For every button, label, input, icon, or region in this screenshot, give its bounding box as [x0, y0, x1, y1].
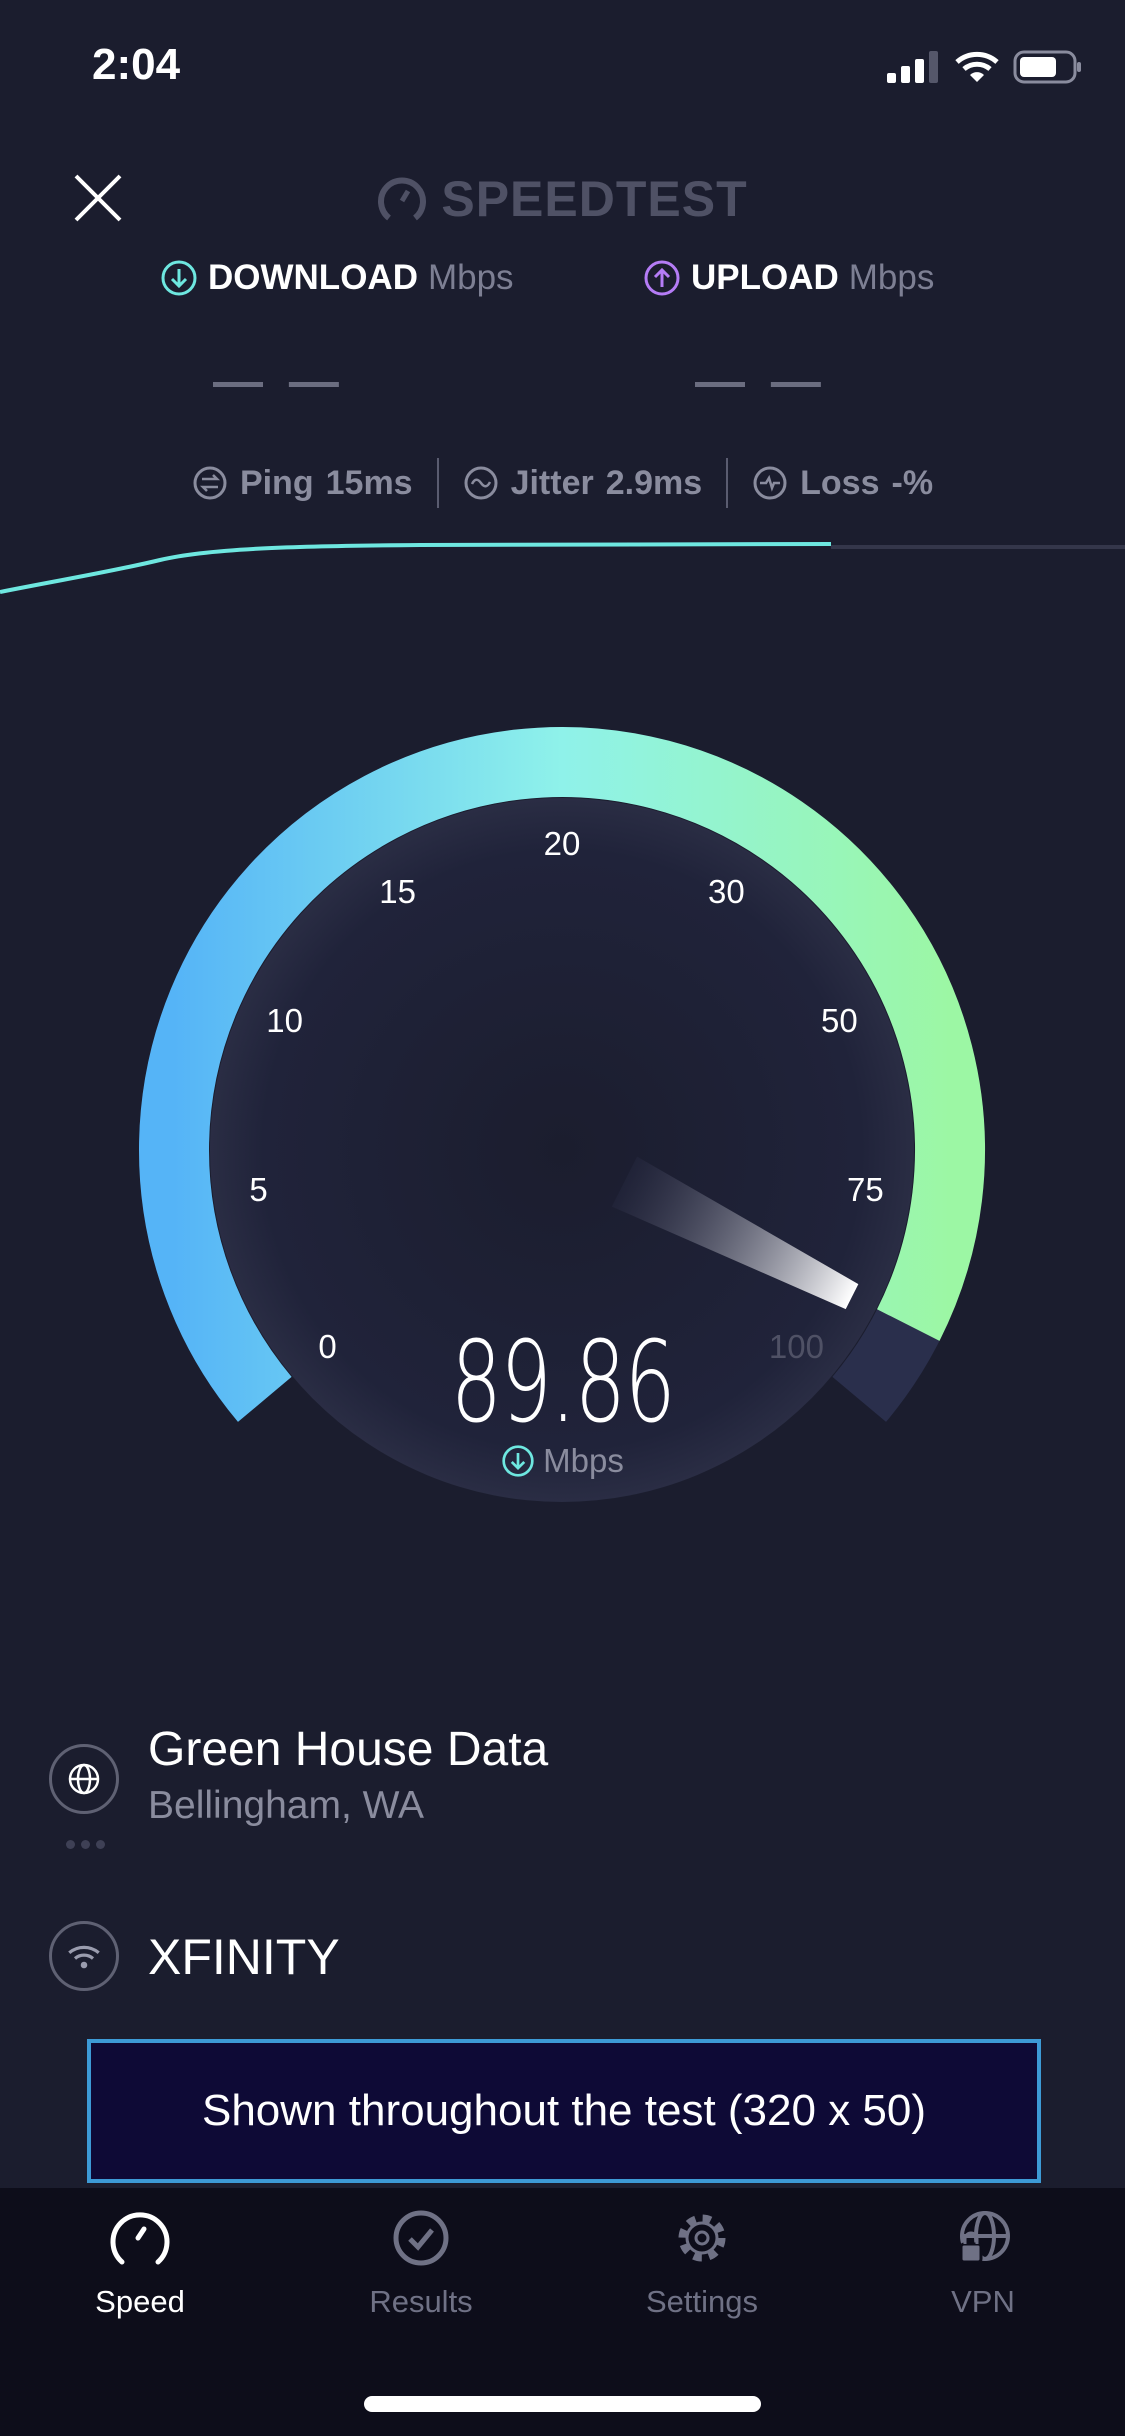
ping-metric: Ping 15ms — [168, 464, 437, 503]
tab-bar — [0, 2188, 1125, 2436]
jitter-metric: Jitter 2.9ms — [439, 464, 727, 503]
ad-banner[interactable]: Shown throughout the test (320 x 50) — [87, 2039, 1041, 2183]
gauge-tick-label: 5 — [249, 1170, 268, 1208]
download-value: — — — [213, 353, 345, 409]
gauge-fill — [139, 727, 985, 1422]
wifi-icon — [68, 1945, 100, 1969]
upload-label: UPLOAD Mbps — [643, 258, 934, 298]
speed-value: 89.86 — [450, 1318, 676, 1448]
provider-icon — [49, 1921, 119, 1991]
globe-lock-icon — [959, 2211, 1010, 2264]
download-label: DOWNLOAD Mbps — [160, 258, 514, 298]
check-circle-icon — [393, 2210, 449, 2266]
divider — [726, 458, 729, 508]
gauge-tick-label: 0 — [318, 1327, 337, 1365]
upload-icon — [644, 260, 680, 296]
more-dots-icon — [66, 1840, 105, 1849]
gauge-tick-label: 15 — [379, 872, 416, 910]
status-time: 2:04 — [92, 40, 181, 89]
speed-graph — [0, 542, 1125, 594]
gauge-tick-label: 30 — [708, 872, 745, 910]
jitter-icon — [464, 466, 498, 500]
divider — [436, 458, 439, 508]
gauge-tick-label: 50 — [820, 1001, 858, 1039]
speed-unit: Mbps — [0, 1442, 1125, 1480]
metrics-row: Ping 15ms Jitter 2.9ms Loss -% — [0, 458, 1125, 508]
status-icons — [887, 50, 1083, 84]
tab-results[interactable]: Results — [321, 2210, 521, 2320]
download-icon — [161, 260, 197, 296]
gauge-needle — [611, 1156, 859, 1310]
gauge-tick-label: 20 — [543, 825, 581, 862]
loss-metric: Loss -% — [728, 464, 957, 503]
tab-vpn[interactable]: VPN — [883, 2210, 1083, 2320]
provider-name: XFINITY — [148, 1929, 340, 1985]
gauge-tick-label: 10 — [266, 1001, 304, 1039]
upload-value: — — — [695, 353, 827, 409]
speedometer-icon — [378, 177, 427, 221]
loss-icon — [753, 466, 787, 500]
gauge-tick-label: 75 — [847, 1170, 884, 1208]
home-indicator[interactable] — [364, 2396, 761, 2412]
gauge-tick-label: 100 — [768, 1327, 824, 1365]
server-name[interactable]: Green House Data — [148, 1723, 549, 1776]
speedometer-icon — [110, 2212, 170, 2265]
speedtest-logo: SPEEDTEST — [0, 170, 1125, 228]
close-icon[interactable] — [70, 170, 126, 226]
wifi-icon — [955, 51, 999, 82]
battery-icon — [1013, 50, 1081, 84]
speed-gauge — [139, 727, 985, 1502]
gear-icon — [678, 2214, 726, 2262]
tab-settings[interactable]: Settings — [602, 2210, 802, 2320]
signal-icon — [887, 51, 938, 83]
tab-speed[interactable]: Speed — [40, 2210, 240, 2320]
gauge-face — [210, 798, 914, 1502]
globe-icon — [68, 1763, 100, 1795]
server-icon[interactable] — [49, 1744, 119, 1814]
download-icon — [502, 1445, 534, 1477]
server-location: Bellingham, WA — [148, 1784, 424, 1827]
graph-line — [0, 542, 832, 594]
ping-icon — [193, 466, 227, 500]
